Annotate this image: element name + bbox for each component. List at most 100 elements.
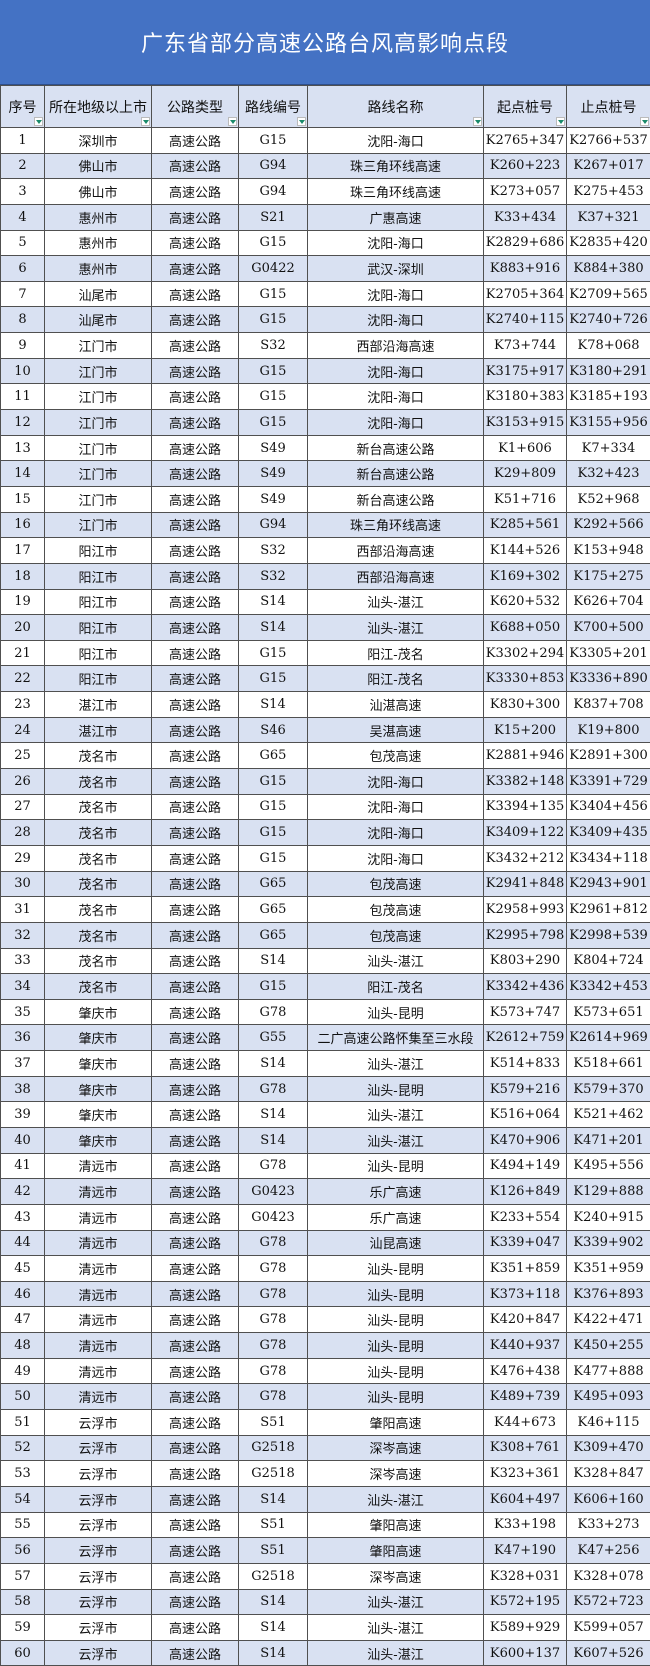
col-city-cell: 茂名市 <box>44 819 152 846</box>
col-route-name-cell: 汕头-昆明 <box>307 1357 484 1385</box>
col-route-name-cell: 二广高速公路怀集至三水段 <box>307 1024 484 1052</box>
col-road-type-cell: 高速公路 <box>151 1332 239 1359</box>
table-row: 51 云浮市 高速公路 S51 肇阳高速 K44+673 K46+115 <box>0 1409 650 1436</box>
header-row: 序号 所在地级以上市 公路类型 路线编号 路线名称 起点桩号 止点桩号 <box>0 85 650 128</box>
col-city-cell: 阳江市 <box>44 614 152 641</box>
col-road-type-cell: 高速公路 <box>151 1152 239 1180</box>
col-index-cell: 50 <box>0 1383 45 1411</box>
header-label: 序号 <box>8 99 37 116</box>
col-route-name-cell: 深岑高速 <box>307 1562 484 1590</box>
col-start-stake-cell: K2829+686 <box>483 229 567 257</box>
col-road-type-cell: 高速公路 <box>151 1614 239 1641</box>
col-route-name-cell: 汕头-湛江 <box>307 1101 484 1128</box>
col-end-stake-cell: K2614+969 <box>566 1024 650 1052</box>
col-start-stake-cell: K308+761 <box>483 1434 567 1462</box>
filter-dropdown-icon[interactable] <box>297 117 306 126</box>
col-route-name-cell: 沈阳-海口 <box>307 357 484 385</box>
col-route-name-cell: 汕头-湛江 <box>307 614 484 641</box>
col-index-cell: 55 <box>0 1511 45 1539</box>
col-start-stake-cell: K3394+135 <box>483 793 567 821</box>
table-row: 1 深圳市 高速公路 G15 沈阳-海口 K2765+347 K2766+537 <box>0 127 650 154</box>
col-road-type-cell: 高速公路 <box>151 562 239 590</box>
col-end-stake-cell: K47+256 <box>566 1537 650 1564</box>
col-route-name-cell: 珠三角环线高速 <box>307 178 484 205</box>
col-index-cell: 27 <box>0 793 45 821</box>
col-index-cell: 49 <box>0 1357 45 1385</box>
filter-dropdown-icon[interactable] <box>141 117 150 126</box>
filter-dropdown-icon[interactable] <box>228 117 237 126</box>
col-route-number-cell: G78 <box>238 1357 308 1385</box>
col-end-stake-cell: K328+847 <box>566 1460 650 1487</box>
col-index-cell: 6 <box>0 255 45 282</box>
col-end-stake-cell: K607+526 <box>566 1639 650 1666</box>
filter-dropdown-icon[interactable] <box>556 117 565 126</box>
col-city-cell: 惠州市 <box>44 203 152 231</box>
col-route-number-cell: S49 <box>238 485 308 513</box>
col-city-cell: 茂名市 <box>44 921 152 949</box>
col-road-type-cell: 高速公路 <box>151 1434 239 1462</box>
col-route-name-cell: 肇阳高速 <box>307 1409 484 1436</box>
col-route-name-cell: 包茂高速 <box>307 921 484 949</box>
col-start-stake-cell: K494+149 <box>483 1152 567 1180</box>
col-start-stake-cell: K470+906 <box>483 1126 567 1154</box>
col-route-name-cell: 阳江-茂名 <box>307 973 484 1000</box>
col-route-number-cell: S14 <box>238 614 308 641</box>
col-road-type-cell: 高速公路 <box>151 1075 239 1103</box>
col-start-stake-cell: K2995+798 <box>483 921 567 949</box>
col-route-name-cell: 珠三角环线高速 <box>307 152 484 180</box>
col-index-cell: 22 <box>0 665 45 693</box>
col-route-name-cell: 西部沿海高速 <box>307 537 484 564</box>
filter-dropdown-icon[interactable] <box>34 117 43 126</box>
table-row: 34 茂名市 高速公路 G15 阳江-茂名 K3342+436 K3342+453 <box>0 973 650 1000</box>
col-end-stake-cell: K495+556 <box>566 1152 650 1180</box>
col-start-stake-cell: K440+937 <box>483 1332 567 1359</box>
col-index-cell: 5 <box>0 229 45 257</box>
table-row: 59 云浮市 高速公路 S14 汕头-湛江 K589+929 K599+057 <box>0 1614 650 1641</box>
col-end-stake-cell: K2766+537 <box>566 127 650 154</box>
col-index-cell: 11 <box>0 383 45 411</box>
col-index-cell: 35 <box>0 998 45 1026</box>
col-start-stake-cell: K3180+383 <box>483 383 567 411</box>
col-index-cell: 4 <box>0 203 45 231</box>
col-index-cell: 9 <box>0 332 45 359</box>
col-city-cell: 云浮市 <box>44 1434 152 1462</box>
table-row: 15 江门市 高速公路 S49 新台高速公路 K51+716 K52+968 <box>0 485 650 513</box>
col-index-cell: 24 <box>0 716 45 744</box>
col-city-cell: 肇庆市 <box>44 1075 152 1103</box>
col-start-stake-cell: K33+198 <box>483 1511 567 1539</box>
header-col-index: 序号 <box>0 85 45 128</box>
col-end-stake-cell: K3180+291 <box>566 357 650 385</box>
col-road-type-cell: 高速公路 <box>151 229 239 257</box>
col-route-number-cell: G78 <box>238 1229 308 1257</box>
filter-dropdown-icon[interactable] <box>640 117 649 126</box>
table-row: 44 清远市 高速公路 G78 汕昆高速 K339+047 K339+902 <box>0 1229 650 1257</box>
col-route-name-cell: 肇阳高速 <box>307 1511 484 1539</box>
col-city-cell: 云浮市 <box>44 1460 152 1487</box>
col-start-stake-cell: K2705+364 <box>483 280 567 308</box>
col-road-type-cell: 高速公路 <box>151 639 239 667</box>
table-row: 7 汕尾市 高速公路 G15 沈阳-海口 K2705+364 K2709+565 <box>0 280 650 308</box>
col-route-name-cell: 西部沿海高速 <box>307 332 484 359</box>
col-city-cell: 湛江市 <box>44 716 152 744</box>
col-index-cell: 51 <box>0 1409 45 1436</box>
col-end-stake-cell: K3391+729 <box>566 768 650 795</box>
col-city-cell: 清远市 <box>44 1178 152 1205</box>
col-route-name-cell: 汕头-湛江 <box>307 1614 484 1641</box>
table-row: 57 云浮市 高速公路 G2518 深岑高速 K328+031 K328+078 <box>0 1562 650 1590</box>
col-road-type-cell: 高速公路 <box>151 1562 239 1590</box>
col-city-cell: 汕尾市 <box>44 280 152 308</box>
col-index-cell: 43 <box>0 1203 45 1231</box>
col-index-cell: 33 <box>0 947 45 975</box>
col-road-type-cell: 高速公路 <box>151 768 239 795</box>
col-road-type-cell: 高速公路 <box>151 921 239 949</box>
table-row: 12 江门市 高速公路 G15 沈阳-海口 K3153+915 K3155+956 <box>0 409 650 436</box>
col-start-stake-cell: K3382+148 <box>483 768 567 795</box>
col-city-cell: 肇庆市 <box>44 1050 152 1077</box>
col-road-type-cell: 高速公路 <box>151 1485 239 1513</box>
table-row: 32 茂名市 高速公路 G65 包茂高速 K2995+798 K2998+539 <box>0 921 650 949</box>
col-start-stake-cell: K604+497 <box>483 1485 567 1513</box>
table-row: 50 清远市 高速公路 G78 汕头-昆明 K489+739 K495+093 <box>0 1383 650 1411</box>
col-road-type-cell: 高速公路 <box>151 614 239 641</box>
filter-dropdown-icon[interactable] <box>473 117 482 126</box>
col-city-cell: 云浮市 <box>44 1511 152 1539</box>
